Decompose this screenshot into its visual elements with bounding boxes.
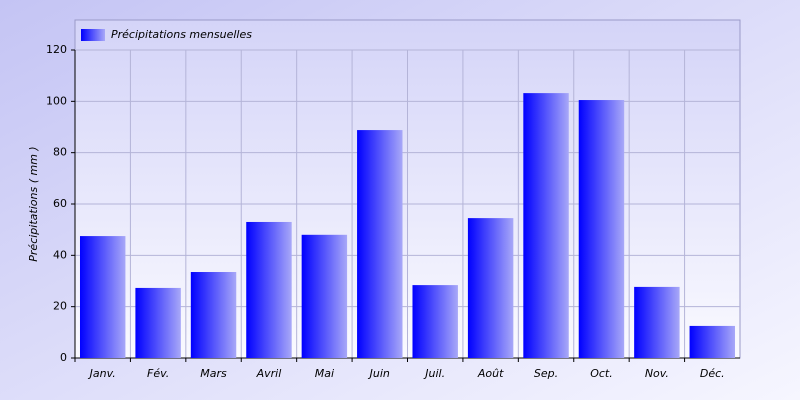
bar <box>634 286 680 358</box>
y-tick-label: 60 <box>53 197 67 210</box>
bar <box>578 100 625 359</box>
x-tick-label: Août <box>477 367 504 380</box>
x-tick-label: Mai <box>315 367 334 380</box>
bar <box>135 287 181 358</box>
y-tick-label: 40 <box>53 248 67 261</box>
x-tick-label: Avril <box>256 367 282 380</box>
bar <box>523 93 569 359</box>
x-tick-label: Juil. <box>423 367 445 380</box>
x-tick-label: Sep. <box>534 367 558 380</box>
y-tick-label: 120 <box>46 43 67 56</box>
bar <box>467 218 514 358</box>
x-tick-label: Oct. <box>590 367 613 380</box>
legend-label: Précipitations mensuelles <box>111 28 252 41</box>
bar <box>246 221 292 358</box>
bar <box>689 325 736 358</box>
bar <box>301 234 348 358</box>
legend-swatch <box>81 29 105 41</box>
y-axis-label: Précipitations ( mm ) <box>27 146 40 261</box>
bar <box>357 130 403 358</box>
x-tick-label: Nov. <box>645 367 669 380</box>
bar <box>79 236 126 358</box>
y-tick-label: 100 <box>46 94 67 107</box>
x-tick-label: Déc. <box>700 367 725 380</box>
bar <box>412 285 458 358</box>
x-tick-label: Fév. <box>147 367 169 380</box>
x-tick-label: Mars <box>200 367 227 380</box>
x-tick-label: Janv. <box>88 367 116 380</box>
x-tick-label: Juin <box>368 367 390 380</box>
y-tick-label: 80 <box>53 146 67 159</box>
bar <box>190 272 237 358</box>
y-tick-label: 20 <box>53 300 67 313</box>
y-tick-label: 0 <box>60 351 67 364</box>
